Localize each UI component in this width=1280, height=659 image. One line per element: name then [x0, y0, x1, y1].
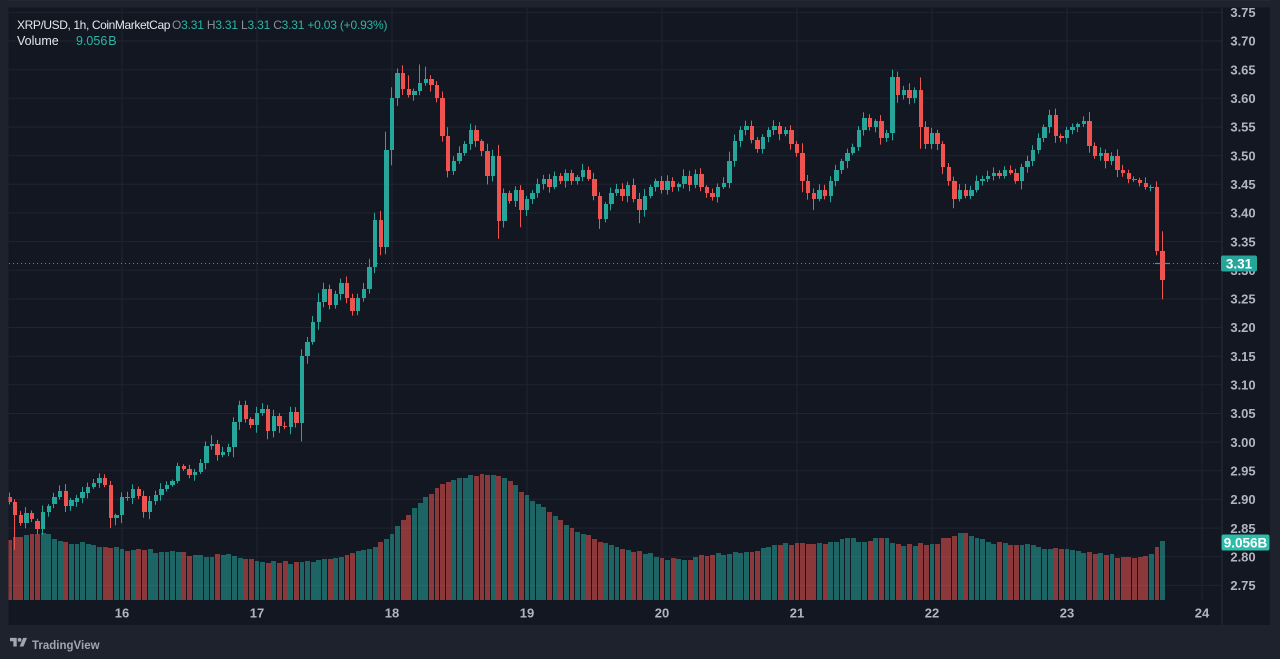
svg-text:19: 19	[520, 606, 534, 621]
svg-text:3.75: 3.75	[1230, 5, 1255, 20]
svg-text:21: 21	[790, 606, 804, 621]
svg-text:3.65: 3.65	[1230, 62, 1255, 77]
svg-text:3.70: 3.70	[1230, 34, 1255, 49]
svg-text:O3.31 H3.31 L3.31 C3.31 +0.03: O3.31 H3.31 L3.31 C3.31 +0.03 (+0.93%)	[172, 18, 388, 32]
svg-text:20: 20	[655, 606, 669, 621]
svg-text:3.60: 3.60	[1230, 91, 1255, 106]
svg-text:Volume: Volume	[17, 34, 59, 48]
svg-text:TradingView: TradingView	[32, 640, 100, 652]
svg-text:22: 22	[925, 606, 939, 621]
svg-text:24: 24	[1195, 606, 1210, 621]
svg-text:3.45: 3.45	[1230, 177, 1255, 192]
svg-text:3.25: 3.25	[1230, 292, 1255, 307]
svg-text:16: 16	[115, 606, 129, 621]
svg-text:18: 18	[385, 606, 399, 621]
svg-text:3.31: 3.31	[1226, 256, 1253, 271]
svg-text:2.80: 2.80	[1230, 549, 1255, 564]
svg-text:9.056B: 9.056B	[1224, 535, 1268, 550]
svg-text:3.00: 3.00	[1230, 435, 1255, 450]
svg-text:9.056B: 9.056B	[76, 34, 117, 48]
svg-text:3.55: 3.55	[1230, 120, 1255, 135]
svg-text:XRP/USD, 1h, CoinMarketCap: XRP/USD, 1h, CoinMarketCap	[17, 18, 171, 32]
svg-text:17: 17	[250, 606, 264, 621]
svg-text:3.35: 3.35	[1230, 234, 1255, 249]
svg-text:3.05: 3.05	[1230, 406, 1255, 421]
svg-text:2.90: 2.90	[1230, 492, 1255, 507]
svg-text:2.75: 2.75	[1230, 578, 1255, 593]
svg-text:23: 23	[1060, 606, 1074, 621]
svg-text:2.95: 2.95	[1230, 463, 1255, 478]
svg-text:3.10: 3.10	[1230, 378, 1255, 393]
svg-text:3.40: 3.40	[1230, 206, 1255, 221]
svg-text:3.20: 3.20	[1230, 320, 1255, 335]
svg-text:3.50: 3.50	[1230, 148, 1255, 163]
svg-text:3.15: 3.15	[1230, 349, 1255, 364]
svg-text:2.85: 2.85	[1230, 521, 1255, 536]
